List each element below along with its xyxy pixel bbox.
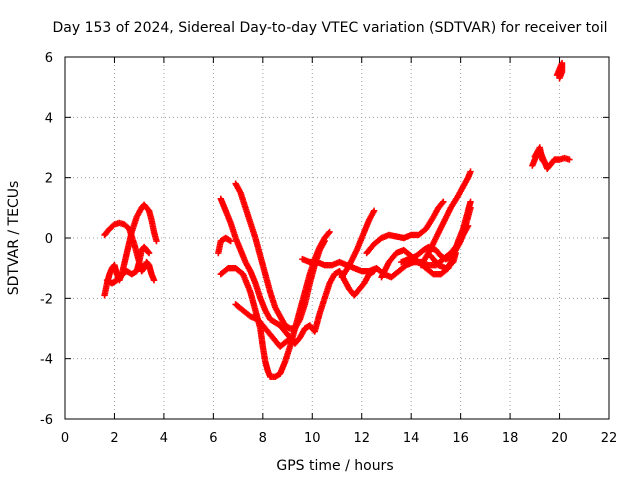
- data-point: [452, 249, 459, 257]
- data-point: [325, 229, 332, 237]
- x-tick-label: 10: [304, 431, 321, 446]
- y-tick-label: 4: [45, 111, 53, 126]
- x-axis-label: GPS time / hours: [276, 458, 393, 474]
- series-s1: [101, 219, 158, 284]
- x-tick-label: 22: [601, 431, 618, 446]
- data-point: [145, 249, 153, 257]
- y-tick-label: -6: [40, 413, 53, 428]
- series-s17: [531, 144, 548, 166]
- data-point: [467, 204, 474, 212]
- x-tick-label: 2: [110, 431, 118, 446]
- x-tick-label: 6: [209, 431, 217, 446]
- x-tick-label: 12: [353, 431, 370, 446]
- y-tick-label: -4: [40, 353, 53, 368]
- data-point: [370, 207, 378, 215]
- y-tick-label: -2: [40, 292, 53, 307]
- y-axis: -6 -4 -2 0 2 4 6: [40, 51, 609, 428]
- x-tick-label: 0: [61, 431, 69, 446]
- series-s4: [215, 234, 234, 257]
- y-tick-label: 0: [45, 232, 53, 247]
- y-axis-label: SDTVAR / TECUs: [6, 181, 22, 296]
- y-tick-label: 6: [45, 51, 53, 66]
- data-point: [283, 338, 290, 345]
- series-s5: [217, 195, 378, 347]
- plot-area: [101, 59, 573, 380]
- series-s11: [363, 198, 447, 257]
- series-s15: [427, 249, 459, 272]
- series-s8: [232, 301, 291, 350]
- series-s7: [217, 228, 333, 380]
- data-point: [227, 237, 234, 245]
- x-tick-label: 20: [551, 431, 568, 446]
- data-point: [145, 248, 152, 256]
- data-point: [150, 277, 158, 284]
- data-point: [440, 198, 447, 205]
- data-point: [467, 198, 474, 205]
- chart-title: Day 153 of 2024, Sidereal Day-to-day VTE…: [52, 20, 607, 36]
- x-axis: 0 2 4 6 8 10 12 14 16 18 20 22: [61, 57, 617, 446]
- data-point: [326, 228, 333, 236]
- series-s3: [103, 243, 153, 287]
- data-point: [153, 237, 160, 245]
- series-s10: [338, 207, 378, 281]
- data-point: [556, 74, 563, 82]
- x-tick-label: 14: [403, 431, 420, 446]
- data-point: [541, 159, 548, 166]
- data-point: [284, 337, 291, 344]
- series-s14: [417, 168, 474, 269]
- series-s18: [553, 59, 566, 82]
- data-point: [566, 156, 573, 163]
- grid: [65, 57, 609, 419]
- data-point: [439, 199, 446, 207]
- data-point: [540, 158, 548, 165]
- data-point: [467, 168, 474, 175]
- x-tick-label: 8: [259, 431, 267, 446]
- x-tick-label: 4: [160, 431, 168, 446]
- y-tick-label: 2: [45, 172, 53, 187]
- x-tick-label: 18: [502, 431, 519, 446]
- x-tick-label: 16: [452, 431, 469, 446]
